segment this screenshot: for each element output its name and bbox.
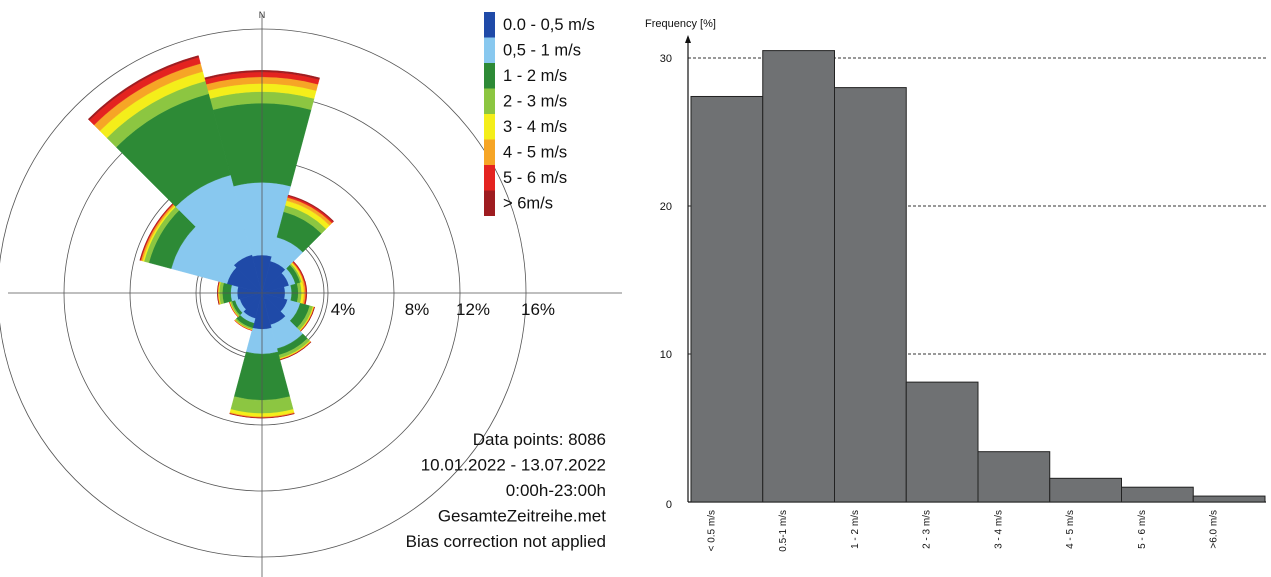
rose-segment-dir180-class7 [229,413,295,419]
rose-segment-dir210-class6 [234,320,253,331]
ring-label-4: 16% [521,300,555,319]
info-line-0: Data points: 8086 [473,430,606,449]
y-tick-label-3: 30 [660,53,672,65]
legend-label-7: > 6m/s [503,195,553,213]
bar-3 [905,381,979,503]
legend-swatch-4 [484,114,495,140]
bar-0 [690,95,764,503]
legend-swatch-6 [484,165,495,191]
rose-segment-dir30-class7 [287,194,335,223]
legend-swatch-1 [484,37,495,63]
x-tick-label-3: 2 - 3 m/s [922,510,933,549]
bar-7 [1192,495,1266,503]
ring-label-2: 8% [405,300,430,319]
legend-label-5: 4 - 5 m/s [503,144,567,162]
legend-label-0: 0.0 - 0,5 m/s [503,16,595,34]
legend-swatch-0 [484,12,495,38]
legend-swatch-7 [484,190,495,216]
x-tick-label-1: 0.5-1 m/s [778,510,789,552]
bar-4 [977,451,1051,503]
y-tick-label-1: 10 [660,349,672,361]
y-tick-label-0: 0 [666,499,672,511]
bar-1 [762,50,835,503]
x-tick-label-6: 5 - 6 m/s [1137,510,1148,549]
legend-swatch-5 [484,139,495,165]
x-tick-label-0: < 0.5 m/s [706,510,717,551]
legend-label-1: 0,5 - 1 m/s [503,42,581,60]
north-label: N [259,10,266,20]
bar-5 [1049,477,1122,503]
rose-segment-dir330-class7 [87,55,200,121]
y-axis-arrow [685,35,691,43]
legend-label-2: 1 - 2 m/s [503,67,567,85]
ring-label-3: 12% [456,300,490,319]
wind-rose-chart: N 4% 8% 12% 16% 0.0 - 0,5 m/s 0,5 - 1 m/s 1 - 2… [0,10,622,577]
legend-label-6: 5 - 6 m/s [503,169,567,187]
info-line-2: 0:00h-23:00h [506,481,606,500]
info-line-4: Bias correction not applied [406,532,606,551]
y-axis-title: Frequency [%] [645,18,716,30]
bar-2 [834,87,907,503]
legend-swatch-2 [484,63,495,89]
bar-6 [1121,486,1194,503]
x-tick-label-7: >6.0 m/s [1209,510,1220,549]
legend-swatch-3 [484,88,495,114]
info-line-3: GesamteZeitreihe.met [438,507,606,526]
ring-label-1: 4% [331,300,356,319]
frequency-bar-chart: Frequency [%] 0 10 20 30 < 0.5 m/s 0.5-1 m/s 1 … [645,18,1266,552]
x-tick-label-5: 4 - 5 m/s [1065,510,1076,549]
y-tick-label-2: 20 [660,201,672,213]
x-tick-label-4: 3 - 4 m/s [993,510,1004,549]
legend-label-3: 2 - 3 m/s [503,93,567,111]
x-tick-label-2: 1 - 2 m/s [850,510,861,549]
rose-segment-dir0-class7 [204,70,320,80]
legend-label-4: 3 - 4 m/s [503,118,567,136]
info-line-1: 10.01.2022 - 13.07.2022 [421,456,606,475]
